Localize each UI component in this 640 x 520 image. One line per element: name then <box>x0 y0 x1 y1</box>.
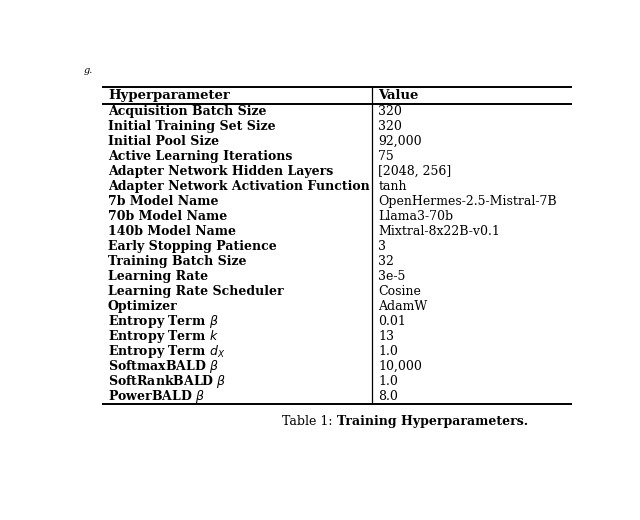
Text: 0.01: 0.01 <box>378 315 406 328</box>
Text: [2048, 256]: [2048, 256] <box>378 165 452 178</box>
Text: 3e-5: 3e-5 <box>378 270 406 283</box>
Text: SoftRankBALD $\beta$: SoftRankBALD $\beta$ <box>108 373 227 390</box>
Text: tanh: tanh <box>378 180 407 193</box>
Text: Initial Pool Size: Initial Pool Size <box>108 135 219 148</box>
Text: Mixtral-8x22B-v0.1: Mixtral-8x22B-v0.1 <box>378 225 500 238</box>
Text: Adapter Network Activation Function: Adapter Network Activation Function <box>108 180 370 193</box>
Text: OpenHermes-2.5-Mistral-7B: OpenHermes-2.5-Mistral-7B <box>378 195 557 208</box>
Text: Acquisition Batch Size: Acquisition Batch Size <box>108 105 266 118</box>
Text: Optimizer: Optimizer <box>108 300 178 313</box>
Text: Cosine: Cosine <box>378 285 421 298</box>
Text: 32: 32 <box>378 255 394 268</box>
Text: AdamW: AdamW <box>378 300 428 313</box>
Text: 3: 3 <box>378 240 387 253</box>
Text: Active Learning Iterations: Active Learning Iterations <box>108 150 292 163</box>
Text: PowerBALD $\beta$: PowerBALD $\beta$ <box>108 388 205 405</box>
Text: Learning Rate: Learning Rate <box>108 270 208 283</box>
Text: Training Hyperparameters.: Training Hyperparameters. <box>337 415 528 428</box>
Text: Initial Training Set Size: Initial Training Set Size <box>108 120 276 133</box>
Text: Early Stopping Patience: Early Stopping Patience <box>108 240 276 253</box>
Text: Entropy Term $\beta$: Entropy Term $\beta$ <box>108 313 219 330</box>
Text: 10,000: 10,000 <box>378 360 422 373</box>
Text: 140b Model Name: 140b Model Name <box>108 225 236 238</box>
Text: 75: 75 <box>378 150 394 163</box>
Text: Value: Value <box>378 89 419 102</box>
Text: g.: g. <box>84 66 93 75</box>
Text: Learning Rate Scheduler: Learning Rate Scheduler <box>108 285 284 298</box>
Text: 8.0: 8.0 <box>378 391 398 404</box>
Text: 1.0: 1.0 <box>378 375 398 388</box>
Text: SoftmaxBALD $\beta$: SoftmaxBALD $\beta$ <box>108 358 219 375</box>
Text: Entropy Term $k$: Entropy Term $k$ <box>108 328 219 345</box>
Text: 70b Model Name: 70b Model Name <box>108 210 227 223</box>
Text: 7b Model Name: 7b Model Name <box>108 195 218 208</box>
Text: Llama3-70b: Llama3-70b <box>378 210 454 223</box>
Text: Table 1:: Table 1: <box>282 415 337 428</box>
Text: Training Batch Size: Training Batch Size <box>108 255 246 268</box>
Text: Entropy Term $d_X$: Entropy Term $d_X$ <box>108 343 225 360</box>
Text: 1.0: 1.0 <box>378 345 398 358</box>
Text: Adapter Network Hidden Layers: Adapter Network Hidden Layers <box>108 165 333 178</box>
Text: 13: 13 <box>378 330 394 343</box>
Text: 320: 320 <box>378 105 403 118</box>
Text: Hyperparameter: Hyperparameter <box>108 89 230 102</box>
Text: 92,000: 92,000 <box>378 135 422 148</box>
Text: 320: 320 <box>378 120 403 133</box>
